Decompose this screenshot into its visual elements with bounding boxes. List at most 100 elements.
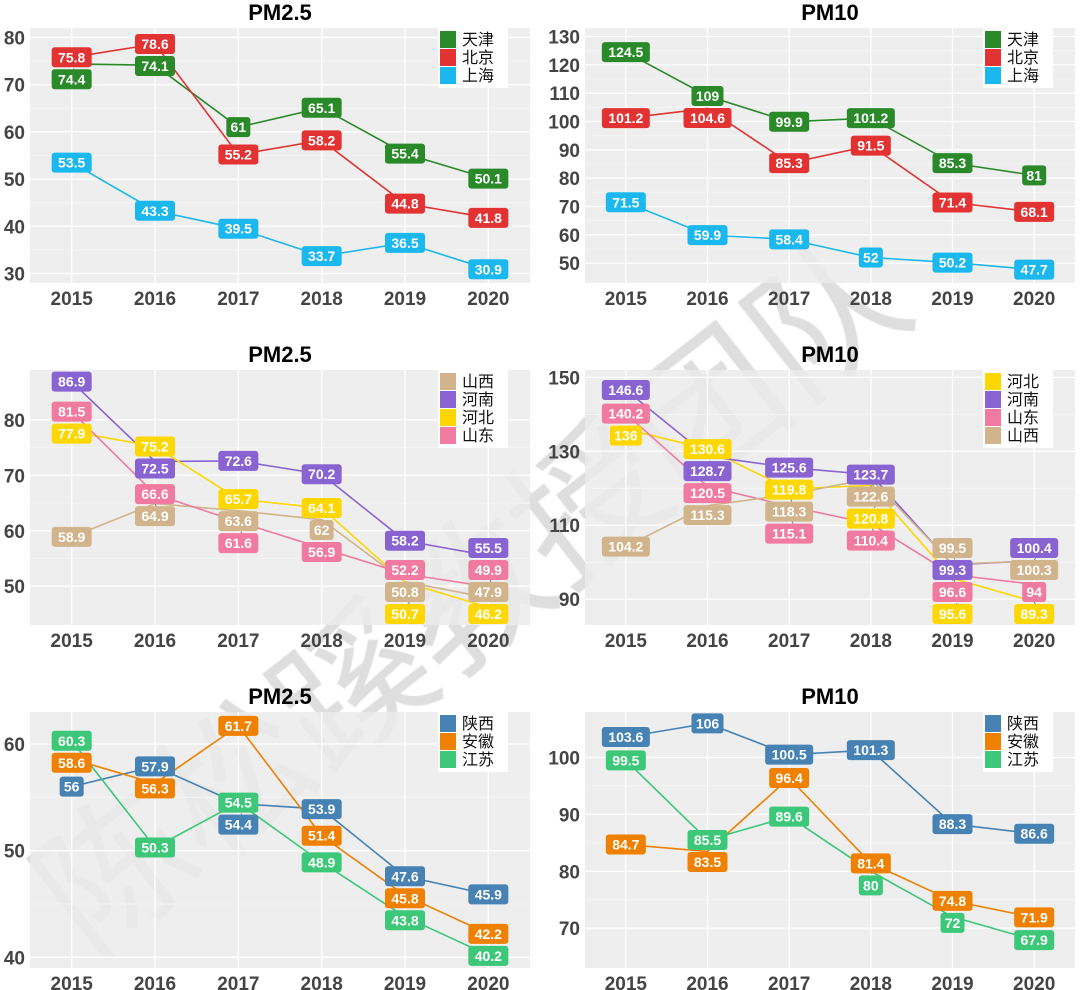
- data-label-box: [691, 713, 724, 734]
- x-tick-label: 2015: [605, 631, 648, 652]
- y-tick-label: 50: [4, 842, 25, 863]
- data-label-box: [385, 232, 425, 253]
- data-label-box: [468, 582, 509, 602]
- x-tick-label: 2016: [134, 631, 176, 652]
- legend-swatch: [440, 67, 456, 84]
- data-label: 72: [945, 915, 961, 931]
- data-label-box: [605, 750, 646, 771]
- data-label: 71.4: [939, 195, 966, 211]
- y-tick-label: 40: [4, 948, 25, 969]
- data-label-box: [601, 379, 650, 400]
- data-label: 99.5: [612, 752, 639, 768]
- chart-title: PM2.5: [248, 342, 312, 367]
- data-label: 120.5: [690, 485, 725, 501]
- chart-title: PM2.5: [248, 684, 312, 709]
- data-label-box: [218, 533, 259, 554]
- data-label-box: [601, 536, 650, 557]
- data-label: 55.2: [225, 147, 252, 163]
- legend-label: 陕西: [1007, 714, 1039, 733]
- legend-label: 江苏: [462, 750, 494, 769]
- data-label: 55.5: [475, 540, 502, 556]
- data-label-box: [846, 740, 895, 761]
- data-label: 110.4: [854, 533, 888, 549]
- data-label: 67.9: [1021, 932, 1048, 948]
- legend-swatch: [985, 31, 1001, 48]
- data-label: 85.3: [776, 155, 803, 171]
- data-label: 89.3: [1021, 606, 1048, 622]
- data-label-box: [51, 401, 92, 422]
- data-label-box: [385, 530, 425, 551]
- data-label: 130.6: [690, 441, 725, 457]
- legend-swatch: [440, 409, 456, 426]
- data-label-box: [1014, 259, 1055, 280]
- data-label-box: [769, 153, 810, 174]
- data-label-box: [850, 853, 891, 874]
- data-label: 106: [696, 715, 720, 731]
- data-label: 77.9: [58, 426, 85, 442]
- data-label: 58.4: [776, 231, 803, 247]
- legend-label: 山西: [1007, 426, 1039, 445]
- legend-label: 山西: [462, 372, 494, 391]
- data-label-box: [385, 604, 425, 624]
- data-label: 100.3: [1017, 562, 1052, 578]
- data-label-box: [601, 42, 650, 63]
- data-label: 119.8: [772, 482, 806, 498]
- data-label: 50.8: [391, 584, 418, 600]
- data-label-box: [385, 582, 425, 602]
- x-tick-label: 2017: [768, 289, 810, 310]
- data-label: 58.2: [308, 132, 335, 148]
- data-label-box: [769, 111, 810, 132]
- data-label-box: [932, 814, 973, 835]
- y-tick-label: 90: [559, 141, 580, 162]
- data-label-box: [135, 756, 175, 777]
- data-label: 58.2: [391, 533, 418, 549]
- y-tick-label: 50: [4, 577, 25, 598]
- data-label: 99.3: [939, 562, 966, 578]
- data-label: 72.5: [141, 461, 168, 477]
- x-tick-label: 2016: [134, 974, 176, 990]
- data-label: 88.3: [939, 816, 966, 832]
- data-label-box: [385, 193, 425, 214]
- data-label: 50.3: [141, 839, 168, 855]
- y-tick-label: 100: [548, 749, 580, 770]
- x-tick-label: 2016: [134, 289, 176, 310]
- data-label-box: [301, 246, 342, 267]
- y-tick-label: 110: [549, 516, 580, 537]
- data-label: 61: [231, 119, 247, 135]
- legend-swatch: [440, 391, 456, 408]
- data-label: 136: [614, 428, 638, 444]
- data-label-box: [218, 144, 259, 165]
- y-tick-label: 50: [4, 170, 25, 191]
- data-label: 56.9: [308, 544, 335, 560]
- data-label-box: [769, 806, 810, 827]
- data-label: 109: [696, 88, 720, 104]
- x-tick-label: 2017: [217, 631, 259, 652]
- data-label-box: [135, 458, 175, 479]
- data-label: 47.6: [391, 868, 418, 884]
- chart-title: PM10: [801, 684, 858, 709]
- data-label-box: [769, 767, 810, 788]
- data-label: 60.3: [58, 733, 85, 749]
- y-tick-label: 80: [559, 169, 580, 190]
- x-tick-label: 2017: [217, 974, 259, 990]
- data-label: 146.6: [608, 382, 643, 398]
- data-label: 40.2: [475, 948, 502, 964]
- y-tick-label: 70: [559, 198, 580, 219]
- data-label-box: [1014, 604, 1055, 624]
- data-label: 140.2: [608, 406, 643, 422]
- x-tick-label: 2019: [384, 631, 426, 652]
- data-label: 70.2: [308, 466, 335, 482]
- legend-swatch: [440, 733, 456, 750]
- legend-swatch: [440, 427, 456, 444]
- data-label-box: [135, 778, 175, 799]
- x-tick-label: 2017: [768, 631, 810, 652]
- data-label: 81.4: [857, 855, 884, 871]
- data-label: 49.9: [475, 562, 502, 578]
- x-tick-label: 2017: [217, 289, 259, 310]
- data-label-box: [765, 457, 814, 478]
- y-tick-label: 80: [4, 28, 25, 49]
- x-tick-label: 2015: [51, 631, 94, 652]
- data-label: 78.6: [141, 36, 168, 52]
- data-label: 81: [1026, 167, 1042, 183]
